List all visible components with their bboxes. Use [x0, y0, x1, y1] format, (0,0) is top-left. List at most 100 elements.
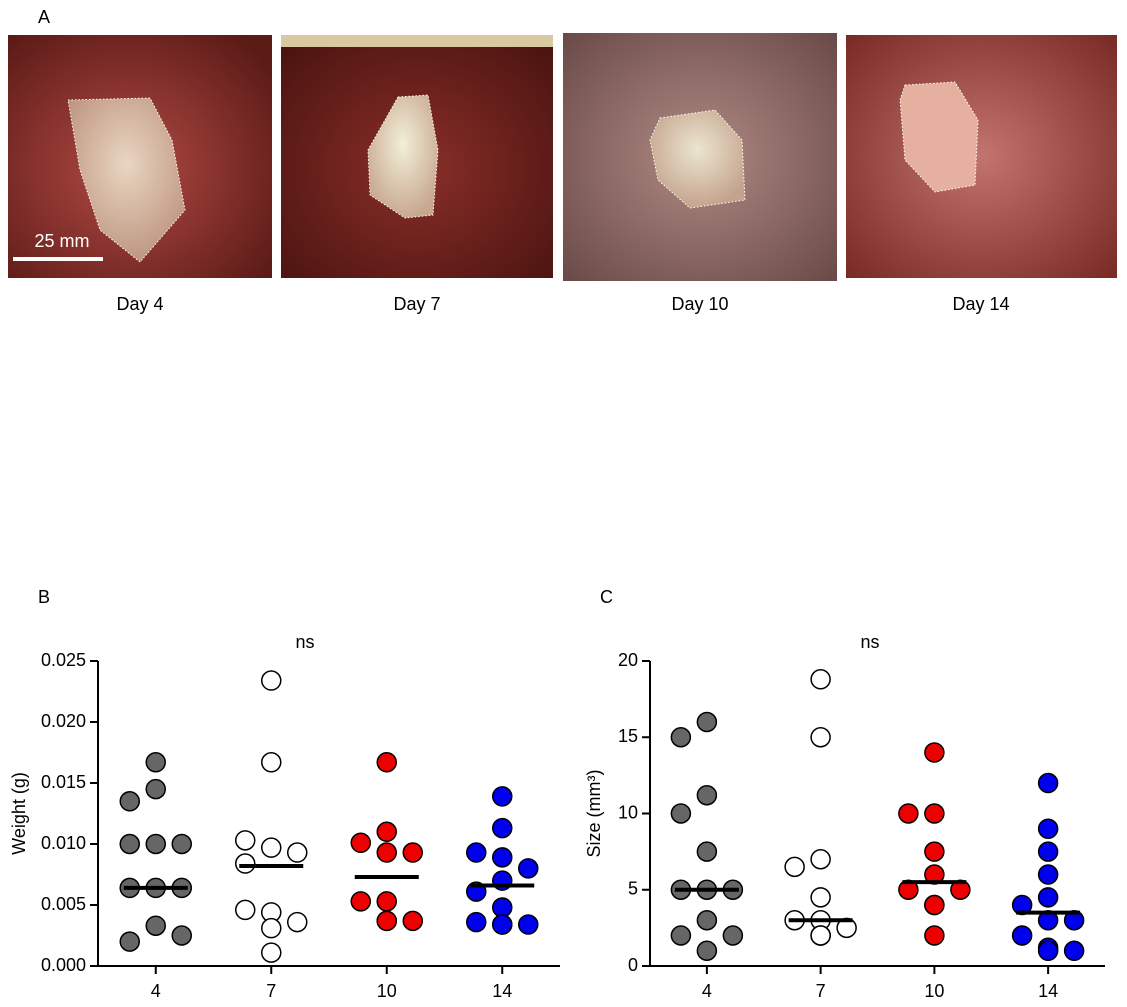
y-tick-label: 5	[628, 879, 638, 899]
data-point	[519, 915, 538, 934]
x-tick-label: 7	[816, 981, 826, 1001]
data-point	[236, 854, 255, 873]
data-point	[697, 941, 716, 960]
photo	[281, 35, 553, 278]
data-point	[467, 913, 486, 932]
x-tick-label: 4	[151, 981, 161, 1001]
data-point	[811, 888, 830, 907]
y-axis-label: Size (mm³)	[584, 770, 604, 858]
x-tick-label: 10	[924, 981, 944, 1001]
y-tick-label: 0.005	[41, 894, 86, 914]
data-point	[811, 926, 830, 945]
data-point	[146, 753, 165, 772]
y-tick-label: 0.020	[41, 711, 86, 731]
x-tick-label: 4	[702, 981, 712, 1001]
y-tick-label: 20	[618, 650, 638, 670]
data-point	[1039, 888, 1058, 907]
data-point	[236, 900, 255, 919]
data-point	[288, 843, 307, 862]
data-point	[671, 804, 690, 823]
y-tick-label: 0.010	[41, 833, 86, 853]
y-tick-label: 15	[618, 726, 638, 746]
y-tick-label: 0.025	[41, 650, 86, 670]
data-point	[288, 913, 307, 932]
data-point	[785, 857, 804, 876]
data-point	[493, 915, 512, 934]
photo	[846, 35, 1117, 278]
data-point	[172, 835, 191, 854]
data-point	[262, 919, 281, 938]
data-point	[1039, 842, 1058, 861]
data-point	[1013, 926, 1032, 945]
y-axis-label: Weight (g)	[9, 772, 29, 855]
data-point	[493, 898, 512, 917]
data-point	[811, 728, 830, 747]
data-point	[262, 838, 281, 857]
photo: 25 mm	[8, 35, 272, 278]
data-point	[262, 671, 281, 690]
data-point	[811, 670, 830, 689]
photo-caption: Day 7	[393, 294, 440, 314]
data-point	[1039, 941, 1058, 960]
data-point	[925, 896, 944, 915]
data-point	[697, 786, 716, 805]
data-point	[899, 804, 918, 823]
data-point	[262, 943, 281, 962]
panel-label: A	[38, 7, 50, 27]
data-point	[377, 753, 396, 772]
data-point	[723, 926, 742, 945]
data-point	[1039, 865, 1058, 884]
data-point	[120, 932, 139, 951]
data-point	[925, 842, 944, 861]
data-point	[146, 835, 165, 854]
annotation: ns	[860, 632, 879, 652]
data-point	[172, 926, 191, 945]
data-point	[697, 713, 716, 732]
y-tick-label: 0	[628, 955, 638, 975]
data-point	[146, 916, 165, 935]
scale-bar-label: 25 mm	[34, 231, 89, 251]
x-tick-label: 10	[377, 981, 397, 1001]
x-tick-label: 14	[1038, 981, 1058, 1001]
data-point	[120, 835, 139, 854]
x-tick-label: 7	[266, 981, 276, 1001]
photo	[563, 33, 837, 281]
data-point	[377, 911, 396, 930]
data-point	[377, 892, 396, 911]
annotation: ns	[295, 632, 314, 652]
data-point	[1039, 774, 1058, 793]
data-point	[146, 780, 165, 799]
data-point	[351, 892, 370, 911]
data-point	[1065, 941, 1084, 960]
data-point	[697, 842, 716, 861]
panel-label: B	[38, 587, 50, 607]
data-point	[671, 728, 690, 747]
photo-caption: Day 14	[952, 294, 1009, 314]
data-point	[697, 911, 716, 930]
data-point	[493, 848, 512, 867]
data-point	[925, 804, 944, 823]
y-tick-label: 0.000	[41, 955, 86, 975]
data-point	[811, 850, 830, 869]
data-point	[671, 926, 690, 945]
data-point	[236, 831, 255, 850]
panel-label: C	[600, 587, 613, 607]
data-point	[262, 753, 281, 772]
data-point	[925, 926, 944, 945]
data-point	[403, 911, 422, 930]
data-point	[351, 833, 370, 852]
y-tick-label: 0.015	[41, 772, 86, 792]
data-point	[120, 792, 139, 811]
data-point	[467, 843, 486, 862]
data-point	[925, 743, 944, 762]
data-point	[493, 819, 512, 838]
y-tick-label: 10	[618, 802, 638, 822]
data-point	[493, 787, 512, 806]
photo-caption: Day 10	[671, 294, 728, 314]
x-tick-label: 14	[492, 981, 512, 1001]
data-point	[377, 843, 396, 862]
data-point	[519, 859, 538, 878]
photo-caption: Day 4	[116, 294, 163, 314]
data-point	[1039, 819, 1058, 838]
data-point	[377, 822, 396, 841]
